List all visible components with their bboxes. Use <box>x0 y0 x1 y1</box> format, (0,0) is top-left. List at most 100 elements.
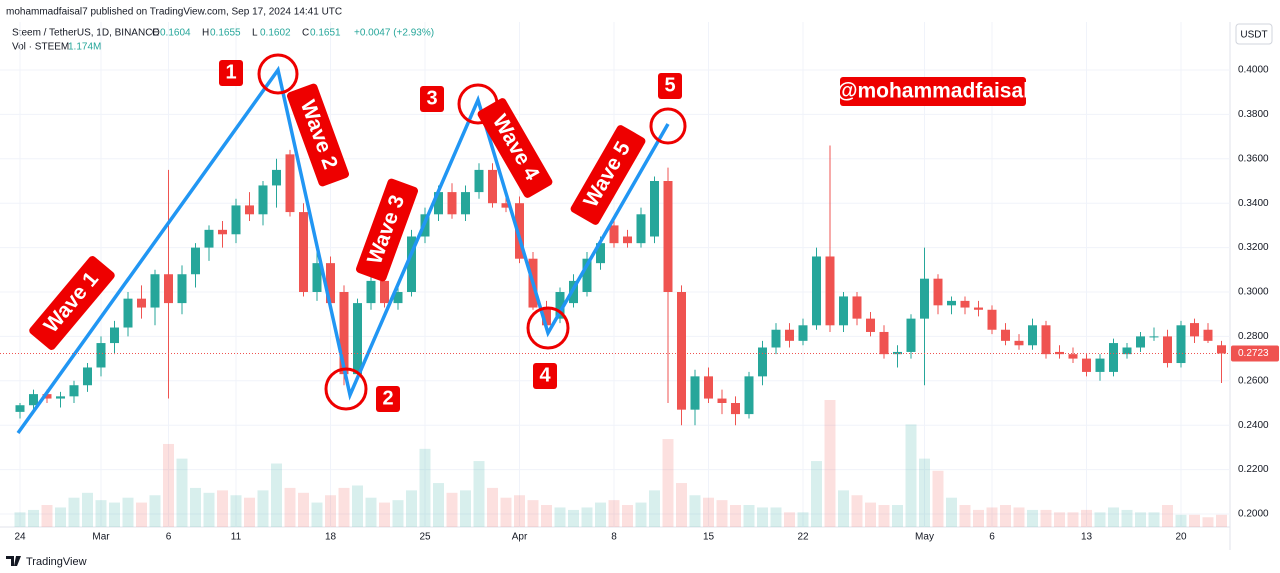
candle-body <box>839 296 848 326</box>
volume-bar <box>41 505 53 527</box>
candle-body <box>218 229 227 235</box>
volume-bar <box>554 507 566 527</box>
x-tick-label: 20 <box>1175 532 1187 543</box>
volume-bar <box>68 497 80 527</box>
wave-line <box>16 65 670 435</box>
candle-body <box>596 243 605 264</box>
volume-bar <box>257 490 269 527</box>
currency-box[interactable] <box>1235 23 1273 45</box>
volume-bar <box>1081 509 1092 527</box>
volume-bar <box>568 509 579 527</box>
volume-bar <box>365 497 377 527</box>
candle-body <box>852 296 862 319</box>
y-tick-label: 0.2600 <box>1238 375 1269 386</box>
volume-bar <box>136 502 147 527</box>
volume-bar <box>1216 514 1227 527</box>
volume-bar <box>176 458 188 527</box>
volume-bar <box>865 502 876 527</box>
x-tick-label: 18 <box>325 532 337 543</box>
x-tick-label: 15 <box>703 532 715 543</box>
watermark-box <box>840 77 1026 106</box>
volume-bar <box>419 448 431 527</box>
candle-body <box>366 280 376 304</box>
currency[interactable]: USDT <box>1240 30 1267 41</box>
candle-body <box>15 405 25 412</box>
wave-box <box>477 98 553 198</box>
volume-bar <box>514 495 525 527</box>
circle <box>526 306 570 350</box>
candle-body <box>56 396 65 399</box>
candle-body <box>1163 336 1172 364</box>
candle-body <box>1136 336 1145 348</box>
volume-bar <box>1202 517 1214 527</box>
candle-body <box>461 192 470 215</box>
candle-body <box>258 185 268 215</box>
candle-body <box>515 203 524 259</box>
candle-body <box>96 343 106 368</box>
candle-body <box>1122 347 1132 355</box>
circle <box>257 53 299 95</box>
candle-body <box>1014 340 1024 346</box>
x-tick-label: 13 <box>1081 532 1093 543</box>
x-tick-label: Apr <box>512 532 528 543</box>
candle-body <box>245 205 254 215</box>
x-tick-label: 24 <box>14 532 26 543</box>
candle-body <box>758 347 767 377</box>
volume-bar <box>500 497 512 527</box>
ohlc-key: H <box>202 28 209 39</box>
candle-body <box>798 325 808 341</box>
ohlc-key: L <box>252 28 258 39</box>
logo-icon <box>6 556 21 566</box>
candle-body <box>407 236 416 292</box>
candle-body <box>150 274 160 308</box>
ohlc-value: 0.1604 <box>160 28 191 39</box>
candle-body <box>393 292 403 304</box>
change: +0.0047 (+2.93%) <box>354 28 434 39</box>
candle-body <box>380 280 389 304</box>
ohlc-value: 0.1602 <box>260 28 291 39</box>
volume-bar <box>325 495 336 527</box>
volume-bar <box>1189 514 1200 527</box>
volume-bar <box>824 400 836 527</box>
candle-body <box>542 307 551 326</box>
candle-body <box>434 192 443 215</box>
volume-bar <box>122 497 134 527</box>
volume-bar <box>473 461 485 527</box>
x-tick-label: 8 <box>611 532 617 543</box>
volume-bar <box>1108 507 1119 527</box>
volume-bar <box>284 487 296 527</box>
candle-body <box>744 376 754 415</box>
candle-body <box>771 329 781 348</box>
volume-bar <box>149 495 161 527</box>
point-box <box>420 86 444 112</box>
volume-bar <box>905 424 917 527</box>
volume-bar <box>1148 512 1160 527</box>
candle-body <box>650 181 659 237</box>
volume-bar <box>446 492 458 527</box>
candle-body <box>812 256 821 326</box>
candle-body <box>690 376 700 410</box>
ohlc-value: 0.1655 <box>210 28 241 39</box>
volume-bar <box>892 505 903 527</box>
volume-bar <box>932 470 944 527</box>
watermark: @mohammadfaisal <box>837 80 1029 103</box>
candle-body <box>1041 325 1051 355</box>
candle-body <box>1109 343 1118 372</box>
volume-bar <box>109 502 120 527</box>
volume-bar <box>1013 507 1025 527</box>
candle-body <box>1028 325 1037 346</box>
candle-body <box>947 300 956 306</box>
candle-body <box>1149 336 1159 338</box>
volume-bar <box>919 458 930 527</box>
volume-bar <box>271 463 282 527</box>
volume-bar <box>716 500 728 527</box>
volume-bar <box>1054 512 1065 527</box>
candle-body <box>974 307 983 310</box>
y-tick-label: 0.3000 <box>1238 287 1269 298</box>
point-box <box>658 73 682 99</box>
volume-bar <box>959 505 971 527</box>
volume-bar <box>851 495 863 527</box>
volume-bar <box>1027 509 1038 527</box>
published-line: mohammadfaisal7 published on TradingView… <box>6 7 342 18</box>
candle-body <box>960 300 970 308</box>
